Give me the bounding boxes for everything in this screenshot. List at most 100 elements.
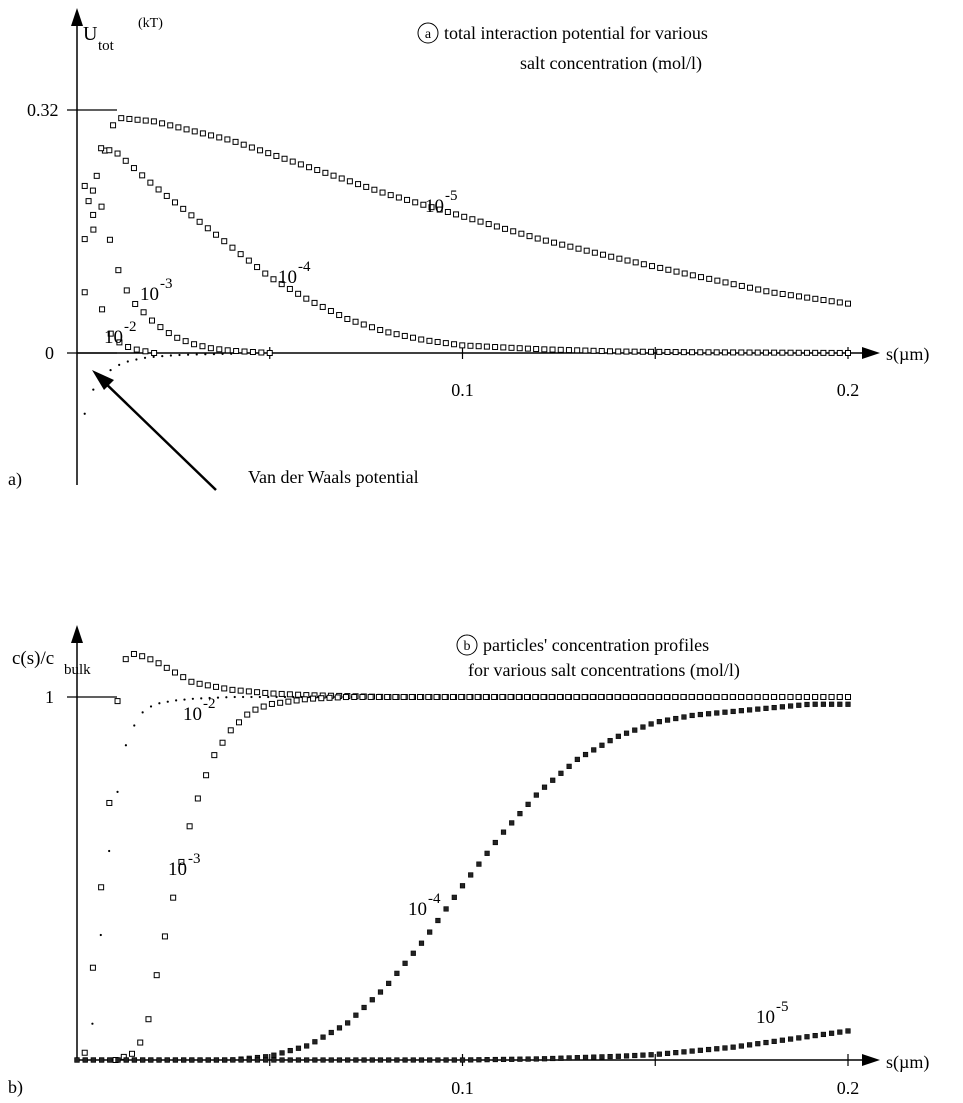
panel-a-ylabel-unit: (kT)	[138, 16, 163, 31]
data-point	[762, 694, 769, 700]
data-point	[92, 388, 95, 391]
data-point	[461, 213, 468, 220]
data-point	[304, 1043, 310, 1049]
data-point	[99, 933, 102, 937]
panel-a-series-label-base: 10	[140, 284, 159, 305]
data-point	[541, 784, 548, 790]
data-point	[689, 272, 696, 279]
data-point	[386, 1057, 392, 1063]
data-point	[787, 292, 794, 299]
data-point	[221, 685, 228, 692]
data-point	[632, 259, 639, 266]
data-point	[417, 694, 424, 700]
data-point	[161, 933, 168, 940]
data-point	[249, 349, 256, 356]
data-point	[795, 694, 802, 700]
data-point	[803, 694, 810, 700]
data-point	[565, 694, 572, 700]
panel-b-x-axis-arrow	[862, 1054, 880, 1066]
data-point	[524, 694, 531, 700]
data-point	[459, 342, 466, 349]
data-point	[425, 694, 432, 700]
data-point	[566, 1055, 572, 1061]
data-point	[394, 1057, 400, 1063]
data-point	[820, 701, 826, 707]
panel-b-label: b)	[8, 1077, 23, 1098]
data-point	[216, 134, 223, 141]
data-point	[233, 348, 240, 355]
data-point	[418, 336, 425, 343]
data-point	[199, 343, 206, 350]
data-point	[714, 710, 720, 716]
data-point	[312, 1057, 318, 1063]
panel-a-series-label-exp: -3	[160, 276, 173, 292]
data-point	[281, 155, 288, 162]
data-point	[244, 711, 251, 718]
data-point	[746, 1042, 753, 1048]
data-point	[189, 1057, 195, 1063]
data-point	[713, 349, 720, 356]
data-point	[649, 263, 656, 270]
data-point	[556, 694, 563, 700]
panel-b-series-van-der-waals	[91, 695, 387, 1025]
data-point	[812, 694, 819, 700]
data-point	[336, 1025, 343, 1031]
data-point	[410, 1057, 416, 1063]
panel-b-x-tick-label: 0.2	[837, 1078, 860, 1098]
data-point	[224, 136, 231, 143]
data-point	[293, 697, 300, 704]
data-point	[787, 1036, 794, 1042]
data-point	[133, 346, 140, 353]
data-point	[558, 770, 564, 776]
data-point	[672, 694, 679, 700]
data-point	[730, 349, 737, 356]
data-point	[159, 120, 166, 127]
data-point	[81, 182, 88, 189]
data-point	[191, 128, 198, 135]
data-point	[755, 286, 762, 293]
data-point	[482, 694, 489, 700]
data-point	[367, 694, 374, 700]
data-point	[232, 138, 239, 145]
data-point	[90, 1057, 97, 1063]
data-point	[172, 1057, 179, 1063]
data-point	[98, 884, 105, 891]
data-point	[266, 350, 273, 356]
data-point	[681, 714, 687, 720]
data-point	[598, 348, 605, 355]
data-point	[155, 186, 162, 193]
panel-a-series-10-4	[81, 145, 851, 356]
data-point	[837, 701, 843, 707]
data-point	[648, 348, 655, 355]
panel-b-series-10-3	[112, 694, 851, 1063]
data-point	[435, 917, 441, 924]
data-point	[420, 201, 427, 208]
data-point	[738, 694, 745, 700]
data-point	[622, 694, 629, 700]
data-point	[171, 669, 178, 676]
data-point	[524, 345, 531, 352]
data-point	[116, 790, 119, 793]
data-point	[510, 228, 517, 235]
data-point	[377, 989, 384, 995]
data-point	[194, 795, 201, 802]
data-point	[346, 178, 353, 185]
data-point	[567, 243, 574, 250]
data-point	[551, 239, 558, 246]
data-point	[623, 730, 630, 736]
panel-b-title-line1: particles' concentration profiles	[483, 635, 709, 655]
data-point	[550, 777, 556, 783]
data-point	[492, 839, 498, 846]
data-point	[746, 707, 753, 713]
data-point	[230, 352, 233, 355]
data-point	[449, 694, 456, 700]
data-point	[254, 689, 261, 696]
panel-b-ylabel-sub: bulk	[64, 662, 91, 678]
data-point	[469, 216, 476, 223]
data-point	[779, 290, 786, 297]
data-point	[624, 257, 631, 264]
data-point	[149, 705, 153, 708]
data-point	[178, 858, 185, 865]
data-point	[98, 145, 105, 152]
data-point	[466, 694, 473, 700]
